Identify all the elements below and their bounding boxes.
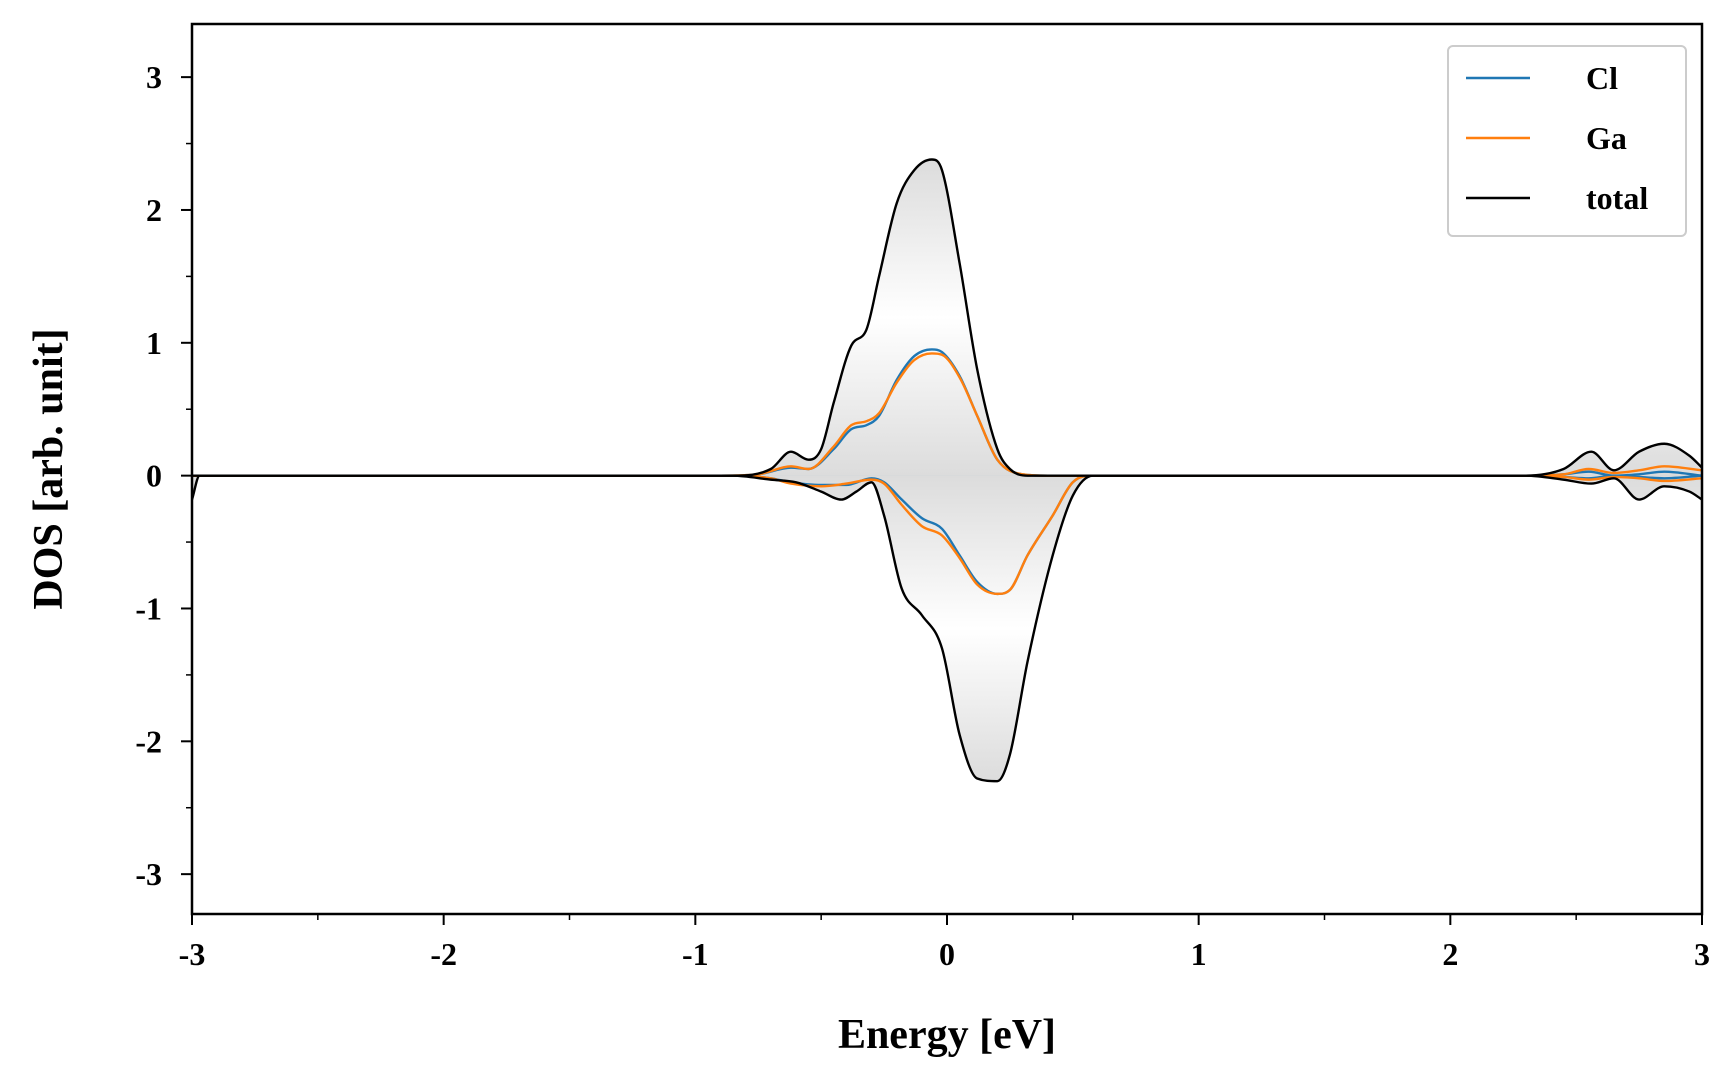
x-tick-label: 2 xyxy=(1442,936,1458,972)
plot-area xyxy=(192,158,1702,783)
series-line-ga-up xyxy=(192,352,1702,477)
series-line-total-down xyxy=(192,474,1702,783)
y-axis-title: DOS [arb. unit] xyxy=(26,328,72,609)
series-line-total-up xyxy=(192,158,1702,477)
x-tick-label: -1 xyxy=(682,936,709,972)
x-tick-label: -2 xyxy=(430,936,457,972)
y-tick-label: -1 xyxy=(135,590,162,626)
y-tick-label: 3 xyxy=(146,59,162,95)
y-tick-label: 0 xyxy=(146,458,162,494)
legend-label-total: total xyxy=(1586,180,1648,216)
legend: Cl Ga total xyxy=(1447,45,1687,237)
x-tick-label: 0 xyxy=(939,936,955,972)
legend-box xyxy=(1447,45,1687,237)
legend-label-ga: Ga xyxy=(1586,120,1627,156)
x-tick-label: -3 xyxy=(179,936,206,972)
fill-total-down xyxy=(192,475,1702,782)
x-tick-label: 1 xyxy=(1191,936,1207,972)
x-axis-title: Energy [eV] xyxy=(838,1012,1056,1058)
x-tick-label: 3 xyxy=(1694,936,1710,972)
fill-total-up xyxy=(192,159,1702,476)
y-tick-label: -3 xyxy=(135,856,162,892)
y-tick-label: -2 xyxy=(135,723,162,759)
series-line-ga-down xyxy=(192,474,1702,596)
axes: -3 -2 -1 0 1 2 3 -3 -2 -1 0 1 2 3 xyxy=(135,22,1710,972)
y-tick-label: 2 xyxy=(146,192,162,228)
legend-label-cl: Cl xyxy=(1586,60,1618,96)
y-tick-label: 1 xyxy=(146,325,162,361)
